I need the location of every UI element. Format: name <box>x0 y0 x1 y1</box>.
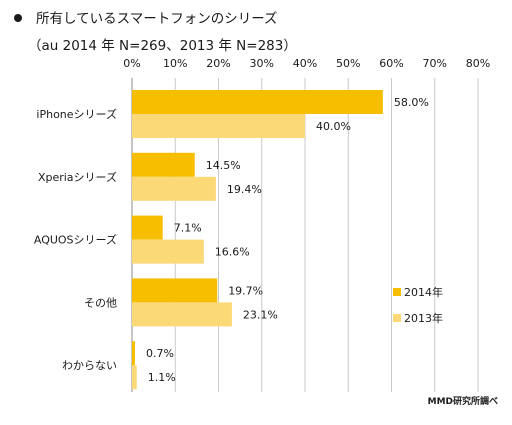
x-tick-label: 50% <box>336 57 360 70</box>
category-label: わからない <box>62 359 117 372</box>
legend-label: 2013年 <box>404 311 443 325</box>
data-label-2013: 40.0% <box>316 120 351 133</box>
bullet-icon <box>14 14 22 22</box>
data-label-2014: 58.0% <box>394 96 429 109</box>
bar-2014 <box>132 90 383 114</box>
bar-2013 <box>132 176 216 201</box>
data-label-2014: 0.7% <box>146 347 174 360</box>
x-tick-label: 0% <box>123 57 140 70</box>
bar-2014 <box>132 215 163 240</box>
data-label-2014: 14.5% <box>206 159 241 172</box>
category-label: AQUOSシリーズ <box>34 233 117 247</box>
bar-2014 <box>132 278 218 303</box>
bar-2013 <box>132 302 232 327</box>
x-tick-label: 30% <box>250 57 274 70</box>
legend-label: 2014年 <box>404 285 443 299</box>
x-tick-label: 20% <box>206 57 230 70</box>
bar-2013 <box>132 239 204 264</box>
legend-swatch <box>393 314 401 322</box>
chart-title-row: 所有しているスマートフォンのシリーズ <box>14 10 278 28</box>
source-credit: MMD研究所調べ <box>427 397 498 407</box>
x-tick-label: 80% <box>466 57 490 70</box>
category-label: iPhoneシリーズ <box>36 107 117 121</box>
x-tick-label: 70% <box>423 57 447 70</box>
data-label-2013: 16.6% <box>215 246 250 259</box>
chart-title: 所有しているスマートフォンのシリーズ <box>36 11 278 27</box>
data-label-2013: 1.1% <box>148 371 176 384</box>
data-label-2013: 23.1% <box>243 308 278 321</box>
data-label-2014: 19.7% <box>228 284 263 297</box>
bar-2014 <box>132 152 195 177</box>
category-label: その他 <box>84 296 117 309</box>
chart-subtitle: （au 2014 年 N=269、2013 年 N=283） <box>28 38 297 54</box>
x-tick-label: 10% <box>163 57 187 70</box>
data-label-2014: 7.1% <box>174 222 202 235</box>
bar-2013 <box>132 365 137 390</box>
x-tick-label: 60% <box>379 57 403 70</box>
bar-2013 <box>132 114 305 138</box>
data-label-2013: 19.4% <box>227 183 262 196</box>
category-label: Xperiaシリーズ <box>38 170 117 184</box>
x-tick-label: 40% <box>293 57 317 70</box>
legend-swatch <box>393 288 401 296</box>
bar-2014 <box>132 341 136 366</box>
